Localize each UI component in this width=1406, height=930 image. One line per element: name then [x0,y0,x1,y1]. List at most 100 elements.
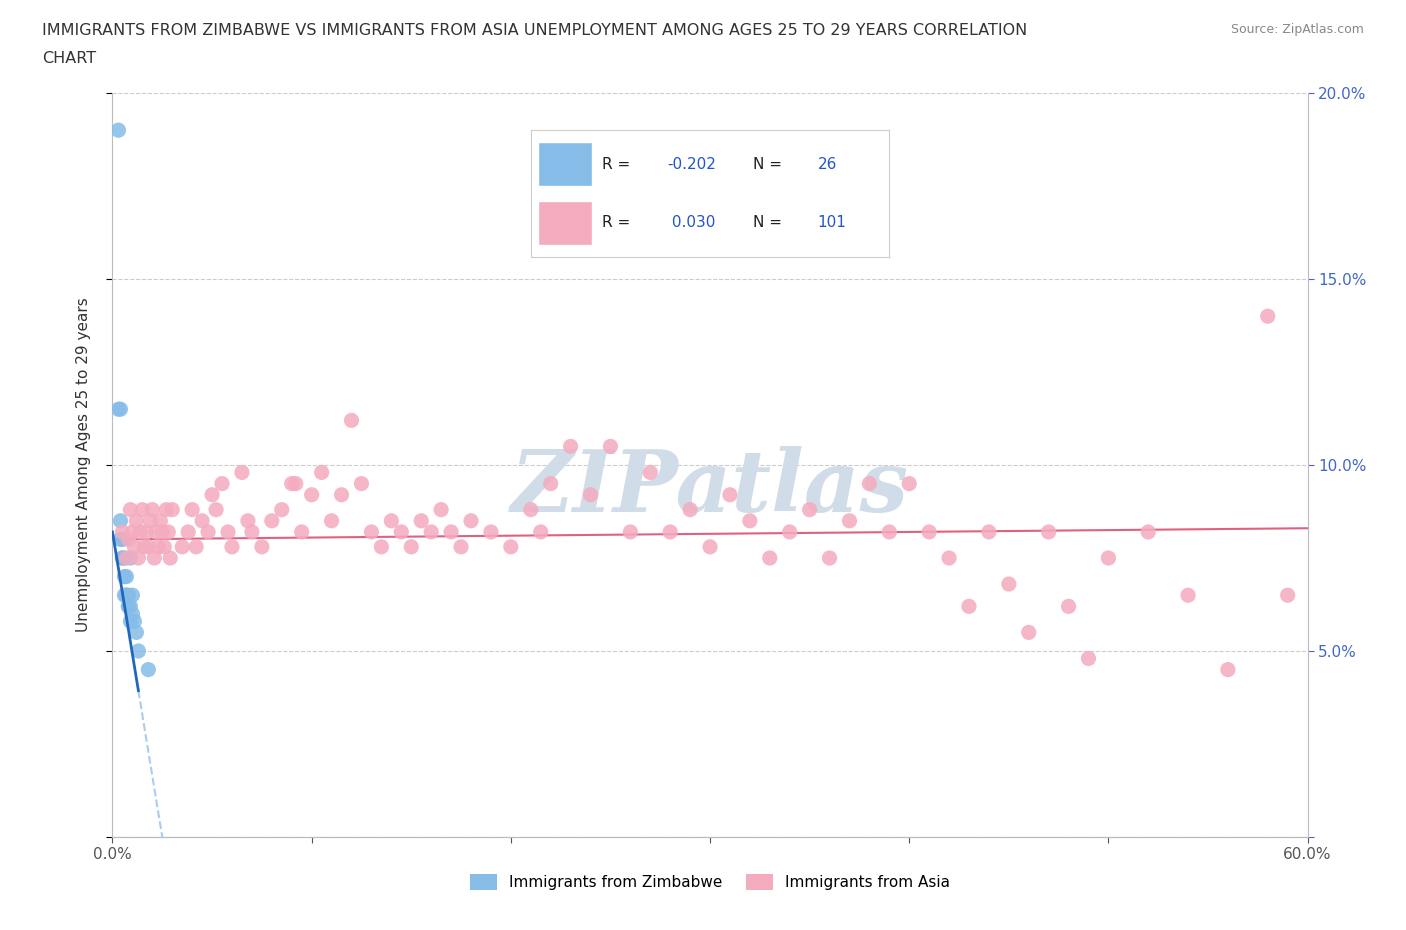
Point [125,513,148,528]
Point [530,525,553,539]
Point [479,525,502,539]
Point [679,502,702,517]
Legend: Immigrants from Zimbabwe, Immigrants from Asia: Immigrants from Zimbabwe, Immigrants fro… [464,868,956,897]
Point [759,551,782,565]
Point [858,476,880,491]
Point [201,487,224,502]
Point [117,599,139,614]
Point [389,525,412,539]
Point [111,532,134,547]
Point [131,502,153,517]
Point [1038,525,1060,539]
Point [411,513,433,528]
Point [117,599,139,614]
Point [977,525,1000,539]
Point [120,599,142,614]
Point [124,614,146,629]
Text: ZIPatlas: ZIPatlas [510,445,910,529]
Point [172,539,194,554]
Point [284,476,307,491]
Point [191,513,214,528]
Point [360,525,382,539]
Point [148,539,170,554]
Point [1077,651,1099,666]
Point [186,539,208,554]
Point [124,539,146,554]
Point [107,123,129,138]
Point [640,465,662,480]
Point [619,525,641,539]
Point [125,625,148,640]
Point [217,525,239,539]
Point [135,525,157,539]
Point [599,439,621,454]
Point [155,502,177,517]
Point [401,539,423,554]
Point [120,502,142,517]
Point [1097,551,1119,565]
Point [141,502,163,517]
Point [240,525,263,539]
Point [107,402,129,417]
Point [430,502,453,517]
Point [1216,662,1239,677]
Point [560,439,582,454]
Point [121,525,143,539]
Point [115,569,138,584]
Point [197,525,219,539]
Point [957,599,980,614]
Point [420,525,443,539]
Point [659,525,682,539]
Point [440,525,463,539]
Point [115,551,138,565]
Y-axis label: Unemployment Among Ages 25 to 29 years: Unemployment Among Ages 25 to 29 years [76,298,91,632]
Point [270,502,292,517]
Point [121,606,143,621]
Point [879,525,901,539]
Point [340,413,363,428]
Point [159,551,181,565]
Point [231,465,253,480]
Point [110,513,132,528]
Point [145,525,167,539]
Point [260,513,283,528]
Point [177,525,200,539]
Point [350,476,373,491]
Point [236,513,259,528]
Point [121,588,143,603]
Text: CHART: CHART [42,51,96,66]
Point [520,502,543,517]
Point [718,487,741,502]
Point [540,476,562,491]
Point [499,539,522,554]
Point [370,539,392,554]
Point [111,525,134,539]
Point [153,539,176,554]
Point [117,532,139,547]
Point [129,525,152,539]
Point [115,588,138,603]
Point [149,513,172,528]
Point [162,502,183,517]
Point [110,532,132,547]
Point [321,513,343,528]
Point [115,588,138,603]
Point [1057,599,1080,614]
Point [250,539,273,554]
Point [779,525,801,539]
Point [120,614,142,629]
Point [898,476,921,491]
Point [291,525,314,539]
Point [117,588,139,603]
Point [1257,309,1279,324]
Point [799,502,821,517]
Point [114,588,135,603]
Point [1177,588,1199,603]
Point [460,513,482,528]
Point [281,476,304,491]
Point [579,487,602,502]
Text: IMMIGRANTS FROM ZIMBABWE VS IMMIGRANTS FROM ASIA UNEMPLOYMENT AMONG AGES 25 TO 2: IMMIGRANTS FROM ZIMBABWE VS IMMIGRANTS F… [42,23,1028,38]
Point [211,476,233,491]
Point [110,402,132,417]
Point [1137,525,1160,539]
